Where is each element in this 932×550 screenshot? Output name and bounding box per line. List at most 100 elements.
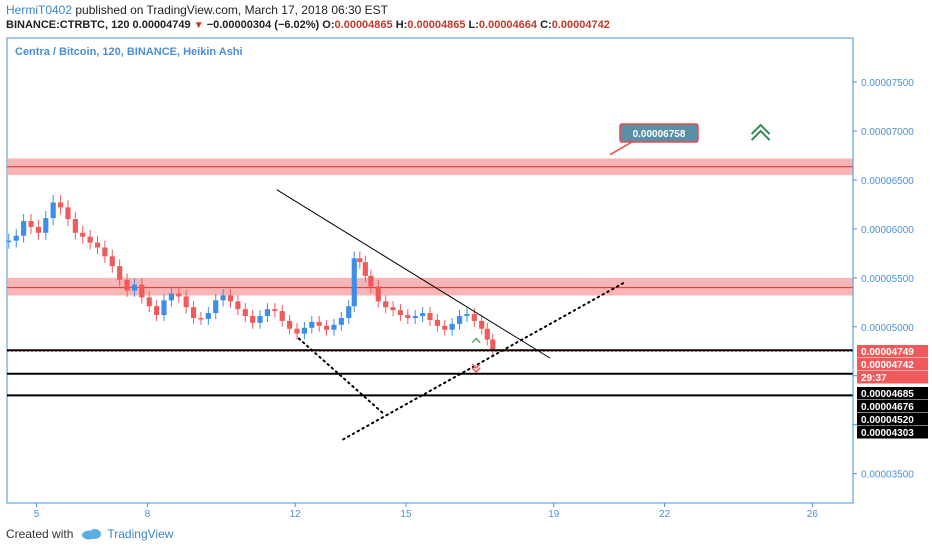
candle	[301, 321, 307, 340]
candle	[309, 315, 315, 334]
change-value: −0.00000304 (−6.02%)	[206, 19, 320, 31]
candle-body	[257, 316, 263, 323]
candle	[35, 219, 41, 240]
candle	[190, 301, 197, 324]
candle	[456, 310, 463, 330]
candle	[420, 307, 426, 323]
candle	[102, 240, 108, 264]
candle-body	[346, 306, 352, 318]
chart-title: Centra / Bitcoin, 120, BINANCE, Heikin A…	[15, 46, 243, 58]
candle	[161, 294, 167, 322]
candle	[28, 213, 34, 235]
low-label: L:	[468, 19, 479, 31]
sell-chevron-icon	[471, 367, 481, 373]
candle	[213, 294, 219, 320]
resistance-zones	[7, 158, 853, 296]
candle-body	[139, 284, 145, 298]
price-label-bg	[857, 426, 928, 439]
x-tick-label: 19	[548, 509, 560, 520]
candle-body	[264, 309, 271, 317]
open-label: O:	[322, 19, 335, 31]
publish-line: HermiT0402 published on TradingView.com,…	[6, 3, 388, 17]
candle-body	[109, 256, 115, 267]
double-chevron-up-icon	[750, 129, 771, 141]
candle	[412, 310, 418, 324]
candle	[479, 314, 485, 335]
low-value: 0.00004664	[478, 19, 538, 31]
candle	[338, 311, 344, 331]
down-arrow-icon: ▼	[193, 20, 204, 31]
tradingview-link[interactable]: TradingView	[81, 527, 173, 541]
trend-line-2	[297, 337, 385, 415]
candle	[250, 310, 256, 329]
candle	[154, 300, 160, 322]
candle	[331, 318, 337, 336]
x-tick-label: 12	[290, 509, 302, 520]
candle-body	[13, 235, 19, 241]
y-tick-label: 0.00006000	[861, 225, 914, 236]
candle-body	[124, 279, 130, 291]
price-label-bg	[857, 345, 928, 358]
sell-chevron-icon	[471, 363, 481, 369]
candle-body	[94, 242, 101, 248]
candle	[490, 333, 496, 357]
candle	[442, 319, 448, 336]
author-link[interactable]: HermiT0402	[6, 3, 73, 17]
candle-body	[427, 313, 433, 320]
candle-body	[287, 320, 293, 329]
candle	[484, 322, 490, 346]
close-value: 0.00004742	[551, 19, 610, 31]
candle	[168, 287, 174, 307]
buy-chevron-icon	[471, 337, 481, 344]
x-tick-label: 8	[145, 509, 151, 520]
candle	[227, 289, 234, 308]
candle-body	[146, 297, 152, 307]
price-label: 0.00004676	[861, 402, 914, 413]
close-label: C:	[540, 19, 552, 31]
candle-body	[87, 236, 93, 243]
candle	[294, 322, 300, 340]
x-tick-label: 22	[659, 509, 671, 520]
candle	[316, 315, 322, 332]
candle	[146, 291, 152, 313]
price-labels: 0.00004749 0.00004742 29:37 0.00004685 0.000…	[857, 345, 928, 439]
candle-body	[390, 307, 396, 311]
candle-body	[80, 232, 86, 237]
candle-body	[471, 314, 477, 321]
candle	[50, 195, 56, 226]
candle-body	[434, 319, 440, 326]
resistance-zone-2	[7, 277, 853, 296]
candle-body	[484, 328, 490, 340]
candle-body	[168, 293, 174, 301]
tradingview-logo-icon	[82, 529, 102, 540]
y-tick-label: 0.00006500	[861, 176, 914, 187]
candle	[176, 287, 182, 303]
candle	[198, 311, 204, 325]
price-label: 29:37	[861, 373, 887, 384]
double-chevron-up-icon	[750, 123, 771, 135]
candle	[264, 303, 271, 323]
candle-body	[449, 323, 455, 330]
annotation-pointer	[609, 141, 633, 156]
candle-body	[161, 300, 167, 316]
candle-body	[50, 202, 56, 219]
candle	[80, 225, 86, 244]
candle	[351, 251, 357, 313]
candle-body	[397, 310, 404, 316]
candles	[6, 195, 496, 357]
candle-body	[131, 284, 138, 291]
candle-body	[6, 240, 12, 243]
x-tick-label: 26	[807, 509, 819, 520]
candle	[287, 314, 293, 335]
candle	[139, 278, 145, 304]
candle-body	[464, 314, 470, 317]
price-label-bg	[857, 371, 928, 384]
candle-body	[351, 258, 357, 307]
candle	[235, 295, 241, 316]
candle-body	[375, 286, 381, 302]
candle-body	[35, 226, 41, 233]
signal-markers	[471, 123, 771, 373]
candle-body	[72, 219, 78, 233]
candle	[21, 213, 27, 243]
